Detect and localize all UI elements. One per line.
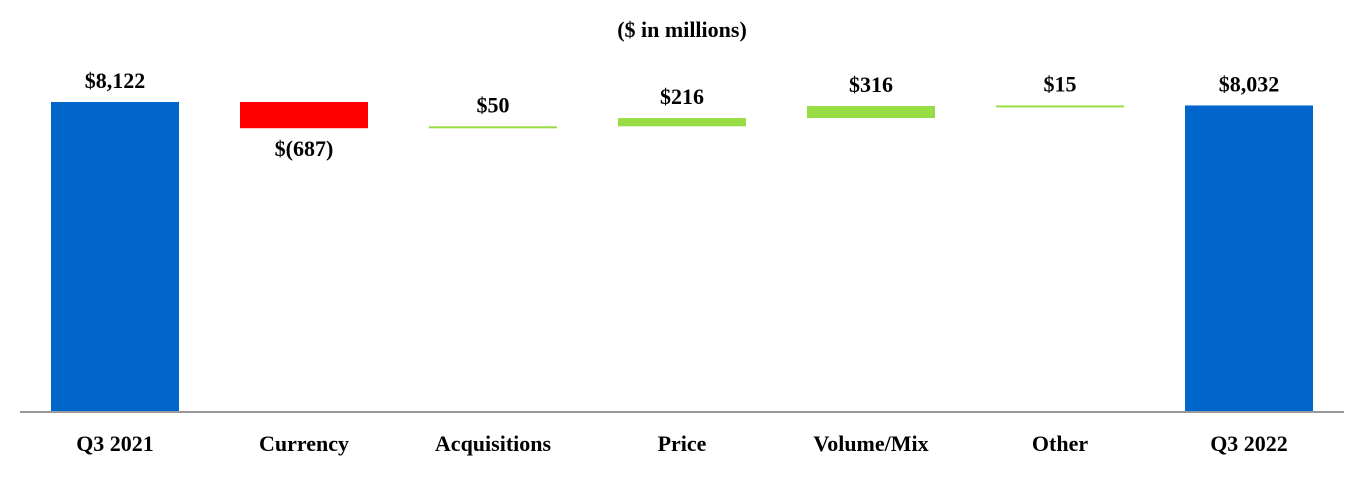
- bar-q3-2022: [1185, 105, 1313, 412]
- x-tick-label-acquisitions: Acquisitions: [435, 431, 552, 456]
- x-tick-label-q3-2022: Q3 2022: [1210, 431, 1288, 456]
- bar-currency: [240, 102, 368, 129]
- value-label-q3-2021: $8,122: [85, 68, 146, 93]
- value-label-price: $216: [660, 84, 704, 109]
- bars-layer: [51, 102, 1313, 412]
- value-label-volume-mix: $316: [849, 72, 893, 97]
- bar-acquisitions: [429, 126, 557, 129]
- chart-title: ($ in millions): [617, 17, 747, 42]
- value-label-other: $15: [1044, 71, 1077, 96]
- value-label-q3-2022: $8,032: [1219, 71, 1280, 96]
- bar-q3-2021: [51, 102, 179, 412]
- bar-price: [618, 118, 746, 127]
- value-labels-layer: $8,122 $(687) $50 $216 $316 $15 $8,032: [85, 68, 1280, 161]
- x-tick-label-q3-2021: Q3 2021: [76, 431, 154, 456]
- x-tick-label-volume-mix: Volume/Mix: [813, 431, 928, 456]
- x-tick-label-price: Price: [658, 431, 707, 456]
- bar-other: [996, 105, 1124, 108]
- value-label-currency: $(687): [275, 136, 334, 161]
- x-tick-label-currency: Currency: [259, 431, 349, 456]
- bar-volume-mix: [807, 106, 935, 119]
- x-tick-label-other: Other: [1032, 431, 1088, 456]
- x-tick-labels-layer: Q3 2021 Currency Acquisitions Price Volume/M…: [76, 431, 1288, 456]
- value-label-acquisitions: $50: [477, 92, 510, 117]
